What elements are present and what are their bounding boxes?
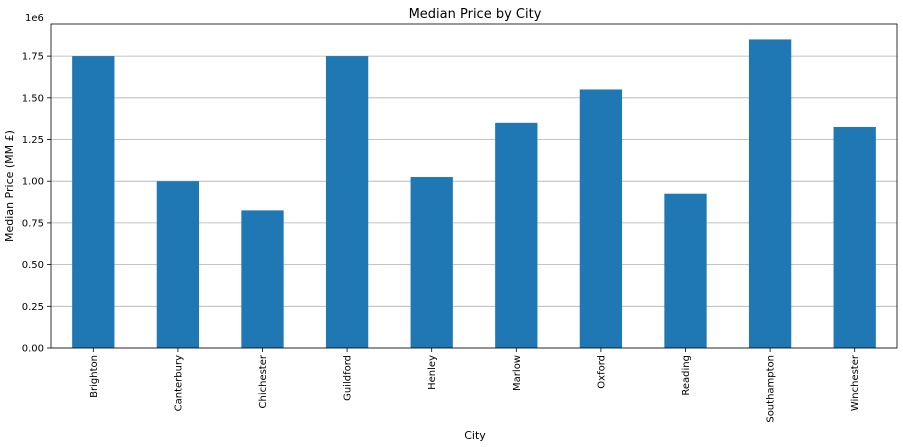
bar-winchester — [833, 126, 876, 348]
y-tick-label: 0.25 — [22, 302, 44, 313]
x-tick-label: Oxford — [596, 355, 607, 389]
y-tick-label: 0.00 — [22, 344, 44, 355]
bar-canterbury — [156, 181, 200, 348]
x-tick-label: Brighton — [89, 355, 100, 398]
bar-chichester — [241, 210, 284, 348]
x-tick-label: Winchester — [850, 354, 861, 411]
bar-marlow — [495, 122, 538, 348]
x-tick-label: Guildford — [343, 355, 354, 401]
x-axis-label: City — [464, 429, 486, 442]
x-tick-label: Henley — [427, 355, 438, 390]
y-tick-label: 1.25 — [22, 135, 44, 146]
y-tick-label: 0.75 — [22, 218, 44, 229]
bar-southampton — [748, 39, 792, 349]
bar-reading — [664, 193, 707, 348]
bar-henley — [410, 177, 453, 348]
x-tick-label: Canterbury — [173, 355, 184, 411]
bars — [72, 39, 876, 349]
plot-frame — [50, 23, 898, 349]
x-tick-label: Southampton — [766, 355, 777, 423]
x-tick-label: Reading — [681, 355, 692, 396]
y-tick-label: 0.50 — [22, 260, 44, 271]
bar-guildford — [325, 56, 369, 349]
y-axis-offset-label: 1e6 — [25, 13, 44, 24]
x-tick-label: Chichester — [258, 354, 269, 408]
x-axis-ticks: Brighton Canterbury Chichester Guildford Hen… — [89, 348, 861, 423]
y-tick-label: 1.75 — [22, 52, 44, 63]
bar-oxford — [579, 89, 623, 349]
y-tick-label: 1.00 — [22, 177, 44, 188]
y-axis-ticks: 0.00 0.25 0.50 0.75 1.00 1.25 1.50 1.75 — [22, 52, 51, 355]
y-axis-label: Median Price (MM £) — [3, 130, 16, 242]
x-tick-label: Marlow — [512, 355, 523, 391]
bar-brighton — [72, 56, 115, 349]
chart-title: Median Price by City — [409, 7, 542, 22]
y-tick-label: 1.50 — [22, 93, 44, 104]
